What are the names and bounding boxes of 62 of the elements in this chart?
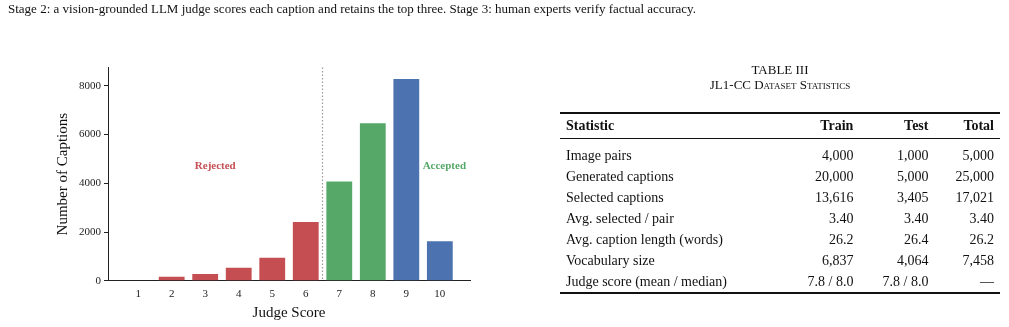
x-tick-label: 7 bbox=[336, 287, 343, 300]
y-tick-label: 2000 bbox=[79, 224, 102, 237]
text: Stage 2: a vision-grounded LLM judge scores each caption and retains the top three. Stage 3: human experts verify factual accuracy. bbox=[8, 1, 696, 17]
text: 4,064 bbox=[896, 253, 929, 268]
text: 7,458 bbox=[962, 253, 994, 268]
y-axis-title: Number of Captions bbox=[53, 112, 70, 236]
x-tick-label: 9 bbox=[403, 287, 410, 300]
x-tick-label: 10 bbox=[434, 287, 446, 300]
x-tick-label: 3 bbox=[202, 287, 209, 300]
text: 3.40 bbox=[903, 211, 929, 226]
text: 17,021 bbox=[955, 190, 994, 205]
category-label: Generated captions bbox=[566, 169, 674, 184]
y-tick-label: 0 bbox=[95, 273, 102, 286]
text: 13,616 bbox=[814, 190, 854, 205]
category-label: Avg. caption length (words) bbox=[566, 232, 723, 247]
text: 20,000 bbox=[814, 169, 854, 184]
bar bbox=[292, 222, 319, 281]
annotation: Accepted bbox=[422, 158, 466, 171]
category-label: Vocabulary size bbox=[566, 253, 655, 268]
text: JL1-CC Dataset Statistics bbox=[708, 77, 852, 92]
annotation: Rejected bbox=[194, 158, 236, 171]
x-axis-title: Judge Score bbox=[252, 303, 326, 320]
category-label: Statistic bbox=[560, 113, 785, 139]
bar bbox=[225, 267, 252, 281]
text: 3.40 bbox=[969, 211, 994, 226]
x-tick-label: 2 bbox=[168, 287, 175, 300]
bar bbox=[259, 257, 286, 281]
bar bbox=[192, 273, 219, 281]
y-tick-label: 4000 bbox=[79, 176, 102, 189]
text: 3.40 bbox=[828, 211, 854, 226]
text: 25,000 bbox=[955, 169, 994, 184]
text: 7.8 / 8.0 bbox=[807, 274, 854, 289]
x-tick-label: 6 bbox=[303, 287, 310, 300]
x-tick-label: 1 bbox=[135, 287, 141, 300]
text: 5,000 bbox=[896, 169, 929, 184]
category-label: Selected captions bbox=[566, 190, 664, 205]
text: 1,000 bbox=[896, 148, 929, 163]
text: TABLE III bbox=[750, 62, 810, 77]
text: 26.2 bbox=[828, 232, 854, 247]
category-label: Image pairs bbox=[566, 148, 632, 163]
category-label: Train bbox=[784, 113, 860, 139]
x-tick-label: 8 bbox=[370, 287, 377, 300]
text: 4,000 bbox=[821, 148, 854, 163]
y-tick-label: 8000 bbox=[79, 78, 102, 91]
category-label: Test bbox=[859, 113, 935, 139]
text: 26.2 bbox=[969, 232, 994, 247]
text: 3,405 bbox=[896, 190, 929, 205]
x-tick-label: 5 bbox=[269, 287, 276, 300]
text: 7.8 / 8.0 bbox=[882, 274, 929, 289]
text: 26.4 bbox=[903, 232, 929, 247]
bar bbox=[393, 79, 420, 281]
bar bbox=[426, 241, 453, 281]
category-label: Avg. selected / pair bbox=[566, 211, 674, 226]
text: 6,837 bbox=[821, 253, 854, 268]
category-label: Total bbox=[934, 113, 1000, 139]
text: 5,000 bbox=[962, 148, 994, 163]
y-tick-label: 6000 bbox=[79, 127, 102, 140]
category-label: Judge score (mean / median) bbox=[566, 274, 727, 289]
bar bbox=[326, 181, 353, 281]
x-tick-label: 4 bbox=[235, 287, 242, 300]
bar bbox=[359, 123, 386, 281]
text: — bbox=[980, 274, 994, 289]
